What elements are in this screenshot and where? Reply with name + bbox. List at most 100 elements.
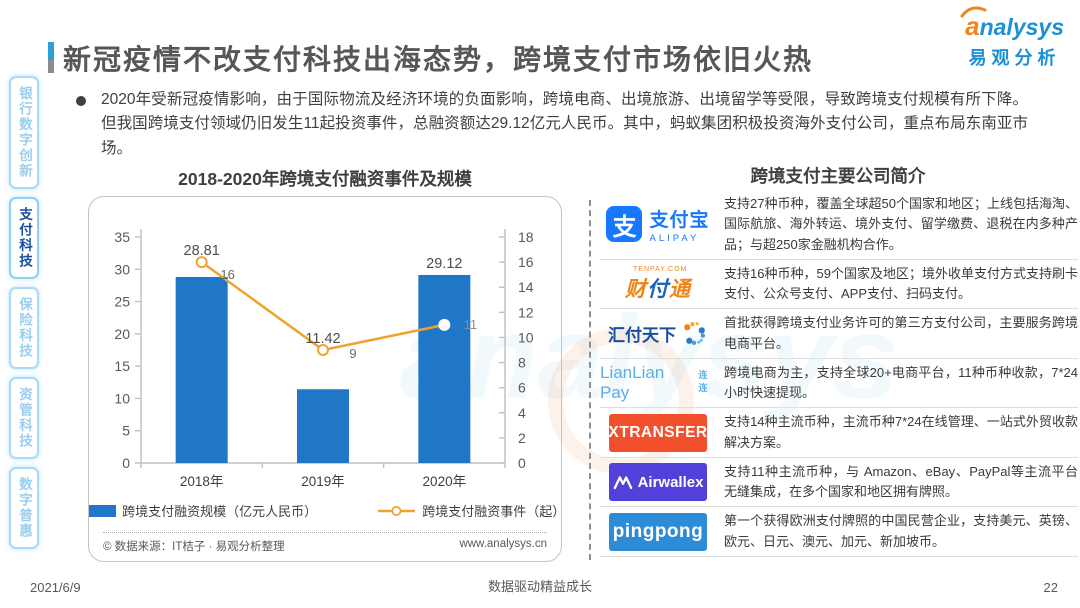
sidebar-item-payment-tech[interactable]: 支付科技 <box>9 197 39 279</box>
alipay-logo: 支支付宝 ALIPAY <box>606 205 709 244</box>
legend-label: 跨境支付融资事件（起） <box>422 504 566 519</box>
company-row-tenpay: TENPAY.COM 财付通 支持16种币种，59个国家及地区；境外收单支付方式支… <box>600 260 1078 310</box>
company-logo: Airwallex <box>600 463 724 502</box>
company-logo: 支支付宝 ALIPAY <box>600 205 724 244</box>
lianlian-badge: 连连 <box>698 370 708 394</box>
company-description: 支持14种主流币种，主流币种7*24在线管理、一站式外贸收款解决方案。 <box>724 414 1078 450</box>
pingpong-logo: pingpong <box>609 512 707 551</box>
company-logo: pingpong <box>600 512 724 551</box>
data-source-text: © 数据来源：IT桔子 · 易观分析整理 <box>103 541 285 553</box>
company-row-lianlian: LianLian Pay 连连 跨境电商为主，支持全球20+电商平台，11种币种收… <box>600 359 1078 409</box>
bar-series <box>175 274 471 463</box>
legend-item: 跨境支付融资事件（起） <box>377 501 566 520</box>
svg-text:20: 20 <box>114 326 130 342</box>
analysys-swoosh-icon: a <box>960 6 987 41</box>
svg-text:25: 25 <box>114 294 130 310</box>
x-axis-labels: 2018年 2019年 2020年 <box>180 474 466 489</box>
svg-text:16: 16 <box>518 254 534 270</box>
bullet-dot-icon <box>76 96 86 106</box>
sidebar: 银行数字创新支付科技保险科技资管科技数字普惠 <box>9 76 39 549</box>
lianlian-name: LianLian Pay <box>600 363 665 403</box>
lianlian-logo: LianLian Pay 连连 <box>600 363 716 403</box>
tenpay-char: 通 <box>669 277 691 301</box>
svg-text:2019年: 2019年 <box>301 474 345 489</box>
tenpay-char: 财 <box>625 277 647 301</box>
svg-text:11: 11 <box>464 317 478 332</box>
xtransfer-logo: XTRANSFER <box>608 413 708 452</box>
chart-legend: 跨境支付融资规模（亿元人民币） 跨境支付融资事件（起） <box>89 501 566 520</box>
swoosh-arc-icon <box>960 6 987 18</box>
data-labels: 28.81 11.42 29.12 16 9 11 <box>184 243 478 361</box>
svg-text:9: 9 <box>349 346 356 361</box>
sidebar-item-asset-mgmt-tech[interactable]: 资管科技 <box>9 377 39 459</box>
title-accent-bar <box>48 42 54 73</box>
company-row-airwallex: Airwallex 支持11种主流币种，与 Amazon、eBay、PayPal… <box>600 458 1078 508</box>
svg-text:30: 30 <box>114 261 130 277</box>
huifu-pinwheel-icon <box>684 322 705 346</box>
svg-text:0: 0 <box>122 455 130 471</box>
page-number: 22 <box>1043 580 1058 595</box>
footer-date: 2021/6/9 <box>30 580 81 595</box>
sidebar-item-digital-inclusion[interactable]: 数字普惠 <box>9 467 39 549</box>
legend-label: 跨境支付融资规模（亿元人民币） <box>122 504 318 519</box>
chart-title: 2018-2020年跨境支付融资事件及规模 <box>178 169 472 189</box>
tenpay-name: 财付通 <box>625 273 691 303</box>
sidebar-item-bank-digital-innovation[interactable]: 银行数字创新 <box>9 76 39 189</box>
airwallex-mark-icon <box>613 476 632 489</box>
svg-text:29.12: 29.12 <box>426 256 462 272</box>
svg-text:15: 15 <box>114 358 130 374</box>
alipay-wordmark: 支付宝 ALIPAY <box>649 205 709 244</box>
alipay-name-cn: 支付宝 <box>649 209 710 231</box>
chart-source-row: © 数据来源：IT桔子 · 易观分析整理 www.analysys.cn <box>103 532 547 554</box>
company-logo: XTRANSFER <box>600 413 724 452</box>
airwallex-name: Airwallex <box>637 473 704 491</box>
huifu-logo: 汇付天下 <box>608 320 708 347</box>
tenpay-char: 付 <box>647 277 669 301</box>
company-list: 支支付宝 ALIPAY 支持27种币种，覆盖全球超50个国家和地区；上线包括海淘、… <box>600 190 1078 557</box>
svg-text:16: 16 <box>220 267 234 282</box>
company-description: 支持16种币种，59个国家及地区；境外收单支付方式支持刷卡支付、公众号支付、AP… <box>724 265 1078 302</box>
vertical-dashed-divider <box>589 200 591 560</box>
svg-text:8: 8 <box>518 355 526 371</box>
company-description: 支持11种主流币种，与 Amazon、eBay、PayPal等主流平台无缝集成，… <box>724 463 1078 500</box>
summary-text: 2020年受新冠疫情影响，由于国际物流及经济环境的负面影响，跨境电商、出境旅游、… <box>101 91 1028 157</box>
legend-item: 跨境支付融资规模（亿元人民币） <box>89 501 318 520</box>
svg-text:12: 12 <box>518 304 534 320</box>
company-row-xtransfer: XTRANSFER 支持14种主流币种，主流币种7*24在线管理、一站式外贸收款… <box>600 408 1078 458</box>
svg-text:14: 14 <box>518 279 534 295</box>
company-logo: LianLian Pay 连连 <box>600 363 724 403</box>
company-row-alipay: 支支付宝 ALIPAY 支持27种币种，覆盖全球超50个国家和地区；上线包括海淘、… <box>600 190 1078 260</box>
airwallex-logo: Airwallex <box>609 463 707 502</box>
company-description: 跨境电商为主，支持全球20+电商平台，11种币种收款，7*24 小时快速提现。 <box>724 364 1078 401</box>
company-logo: 汇付天下 <box>600 320 724 347</box>
summary-bullet: 2020年受新冠疫情影响，由于国际物流及经济环境的负面影响，跨境电商、出境旅游、… <box>76 88 1028 161</box>
svg-text:35: 35 <box>114 229 130 245</box>
legend-line-swatch <box>378 505 416 516</box>
footer-slogan: 数据驱动精益成长 <box>487 579 592 594</box>
svg-text:28.81: 28.81 <box>184 243 220 259</box>
xtransfer-name: XTRANSFER <box>608 423 708 441</box>
company-description: 支持27种币种，覆盖全球超50个国家和地区；上线包括海淘、国际航旅、海外转运、境… <box>724 196 1078 252</box>
chart-panel: 0 5 10 15 20 25 30 35 0 2 4 6 8 10 12 14 16 18 2018年 2019年 2… <box>88 196 566 562</box>
svg-text:2: 2 <box>518 430 526 446</box>
legend-bar-swatch <box>89 504 117 517</box>
analysys-wordmark: analysys <box>960 6 1064 41</box>
svg-text:6: 6 <box>518 380 526 396</box>
sidebar-item-insurance-tech[interactable]: 保险科技 <box>9 287 39 369</box>
company-description: 首批获得跨境支付业务许可的第三方支付公司，主要服务跨境电商平台。 <box>724 315 1078 351</box>
alipay-zhi-icon: 支 <box>606 206 643 243</box>
svg-text:10: 10 <box>518 329 534 345</box>
svg-text:2018年: 2018年 <box>180 474 224 489</box>
company-description: 第一个获得欧洲支付牌照的中国民营企业，支持美元、英镑、欧元、日元、澳元、加元、新… <box>724 513 1078 549</box>
company-row-huifu: 汇付天下 首批获得跨境支付业务许可的第三方支付公司，主要服务跨境电商平台。 <box>600 309 1078 359</box>
source-url: www.analysys.cn <box>459 538 547 550</box>
company-row-pingpong: pingpong 第一个获得欧洲支付牌照的中国民营企业，支持美元、英镑、欧元、日… <box>600 507 1078 557</box>
svg-text:4: 4 <box>518 405 526 421</box>
analysys-logo: analysys 易观分析 <box>960 6 1064 70</box>
svg-text:18: 18 <box>518 229 534 245</box>
pingpong-name: pingpong <box>612 520 704 542</box>
svg-text:10: 10 <box>114 390 130 406</box>
analysys-cn-name: 易观分析 <box>968 47 1061 68</box>
